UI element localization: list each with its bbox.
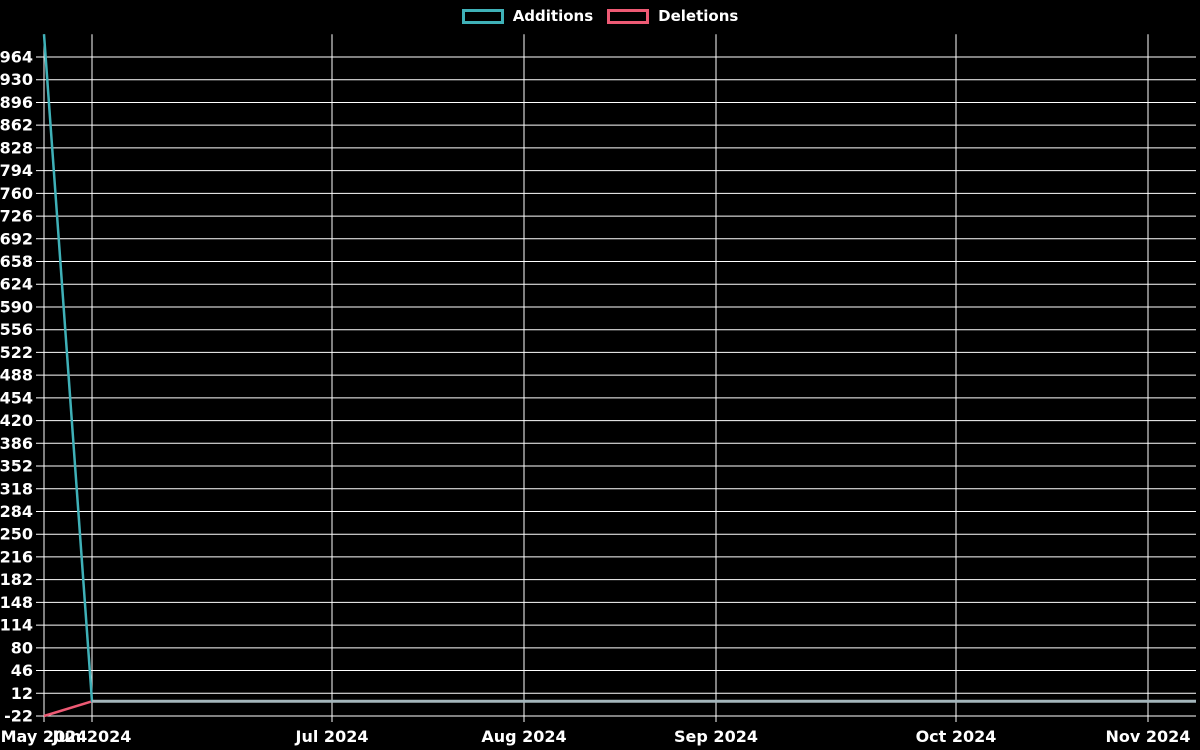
y-tick-label: 284 [0,502,33,521]
legend-item-additions[interactable]: Additions [461,7,594,25]
legend-item-deletions[interactable]: Deletions [607,7,738,25]
y-tick-label: -22 [4,707,33,726]
deletions-line [43,700,1196,718]
y-tick-label: 556 [0,320,33,339]
y-tick-label: 658 [0,252,33,271]
x-tick-label: Jun 2024 [52,727,132,746]
y-tick-label: 46 [11,661,33,680]
y-tick-label: 692 [0,229,33,248]
legend-label-deletions: Deletions [658,7,739,25]
chart-legend: Additions Deletions [0,7,1200,25]
y-tick-label: 420 [0,411,33,430]
x-tick-label: Aug 2024 [481,727,566,746]
y-tick-label: 148 [0,593,33,612]
y-tick-label: 114 [0,616,33,635]
y-tick-label: 624 [0,275,33,294]
y-tick-label: 794 [0,161,33,180]
y-tick-label: 80 [11,638,33,657]
x-tick-label: May 2024 [1,727,88,746]
y-tick-label: 352 [0,457,33,476]
y-tick-label: 930 [0,70,33,89]
x-tick-label: Nov 2024 [1106,727,1191,746]
y-tick-label: 454 [0,388,33,407]
y-tick-label: 216 [0,547,33,566]
deletions-swatch-icon [607,8,650,24]
y-tick-label: 182 [0,570,33,589]
y-tick-label: 590 [0,297,33,316]
y-tick-label: 488 [0,366,33,385]
y-tick-label: 12 [11,684,33,703]
x-tick-label: Jul 2024 [295,727,369,746]
additions-line [42,34,1196,703]
additions-swatch-icon [461,8,504,24]
y-tick-label: 828 [0,138,33,157]
y-tick-label: 862 [0,116,33,135]
y-tick-label: 760 [0,184,33,203]
y-tick-label: 522 [0,343,33,362]
x-tick-label: Oct 2024 [916,727,997,746]
y-tick-label: 318 [0,479,33,498]
y-tick-label: 386 [0,434,33,453]
y-tick-label: 250 [0,525,33,544]
y-tick-label: 896 [0,93,33,112]
legend-label-additions: Additions [512,7,594,25]
y-tick-label: 964 [0,48,33,67]
y-tick-label: 726 [0,207,33,226]
x-tick-label: Sep 2024 [674,727,758,746]
